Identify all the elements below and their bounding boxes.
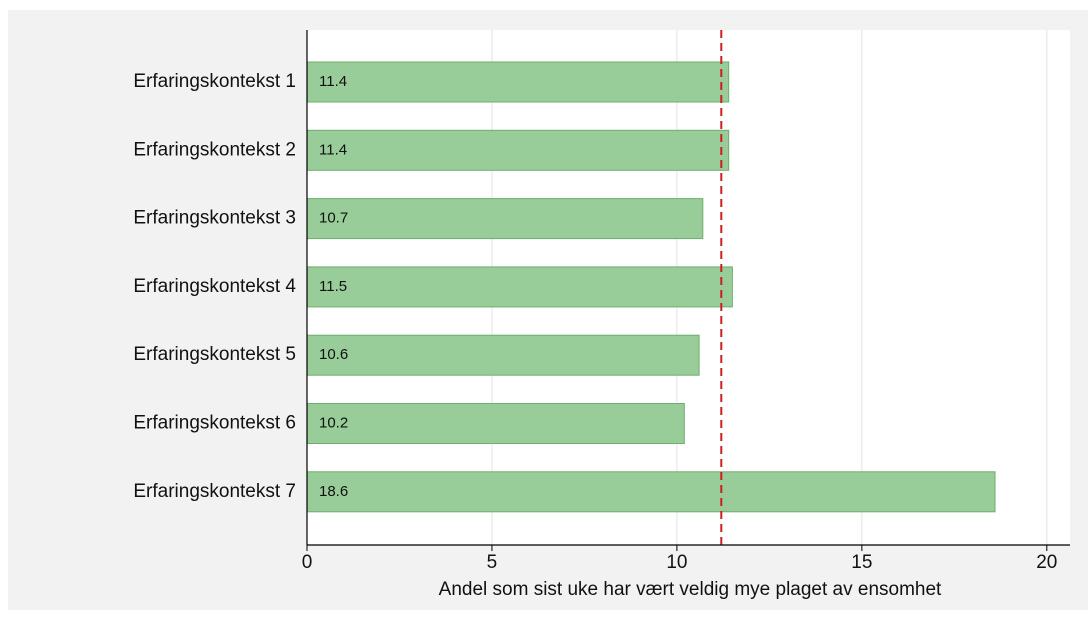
data-label: 10.6 [319,346,348,363]
bar [306,334,700,376]
x-tick-label: 5 [487,552,498,573]
y-tick-label: Erfaringskontekst 5 [133,344,296,365]
bar [306,403,685,444]
y-tick-label: Erfaringskontekst 6 [133,413,296,434]
y-tick-label: Erfaringskontekst 4 [133,276,296,297]
x-tick-label: 15 [851,552,872,573]
x-tick-label: 10 [666,552,687,573]
y-tick-label: Erfaringskontekst 7 [133,481,296,502]
y-tick-label: Erfaringskontekst 1 [133,71,296,92]
y-tick-label: Erfaringskontekst 2 [133,139,296,160]
data-label: 10.2 [319,414,348,431]
x-axis-label: Andel som sist uke har vært veldig mye p… [439,579,942,600]
bar [306,61,730,103]
bar [306,198,704,240]
y-tick-label: Erfaringskontekst 3 [133,208,296,229]
data-label: 18.6 [319,483,348,500]
data-label: 11.4 [319,73,347,90]
bar [306,129,730,171]
x-tick-label: 0 [302,552,313,573]
data-label: 10.7 [319,210,348,227]
bar [306,266,733,308]
x-tick-label: 20 [1036,552,1057,573]
data-label: 11.4 [319,141,347,158]
data-label: 11.5 [319,278,347,295]
bar [306,471,996,513]
